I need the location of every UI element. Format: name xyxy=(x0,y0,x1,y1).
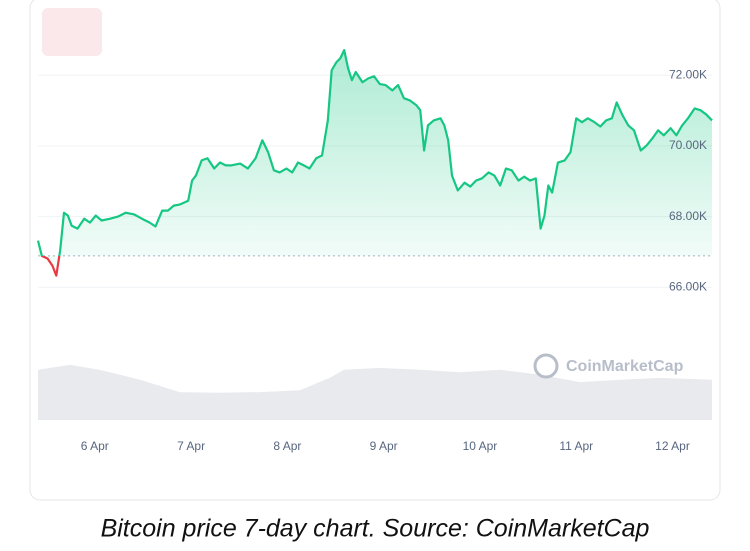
logo xyxy=(42,8,102,56)
x-tick-label: 8 Apr xyxy=(273,439,301,453)
x-tick-label: 7 Apr xyxy=(177,439,205,453)
y-tick-label: 66.00K xyxy=(669,279,707,293)
x-tick-label: 9 Apr xyxy=(370,439,398,453)
y-tick-label: 70.00K xyxy=(669,138,707,152)
card-frame xyxy=(29,0,721,501)
caption: Bitcoin price 7-day chart. Source: CoinM… xyxy=(101,515,650,543)
y-tick-label: 68.00K xyxy=(669,209,707,223)
watermark: CoinMarketCap xyxy=(533,353,684,379)
watermark-text: CoinMarketCap xyxy=(566,358,684,375)
price-line xyxy=(36,49,713,277)
price-area xyxy=(38,50,712,276)
volume-area xyxy=(38,364,712,420)
x-tick-label: 11 Apr xyxy=(559,439,593,453)
x-tick-label: 10 Apr xyxy=(463,439,498,453)
x-tick-label: 12 Apr xyxy=(655,439,690,453)
x-tick-label: 6 Apr xyxy=(81,439,109,453)
y-tick-label: 72.00K xyxy=(669,67,707,81)
